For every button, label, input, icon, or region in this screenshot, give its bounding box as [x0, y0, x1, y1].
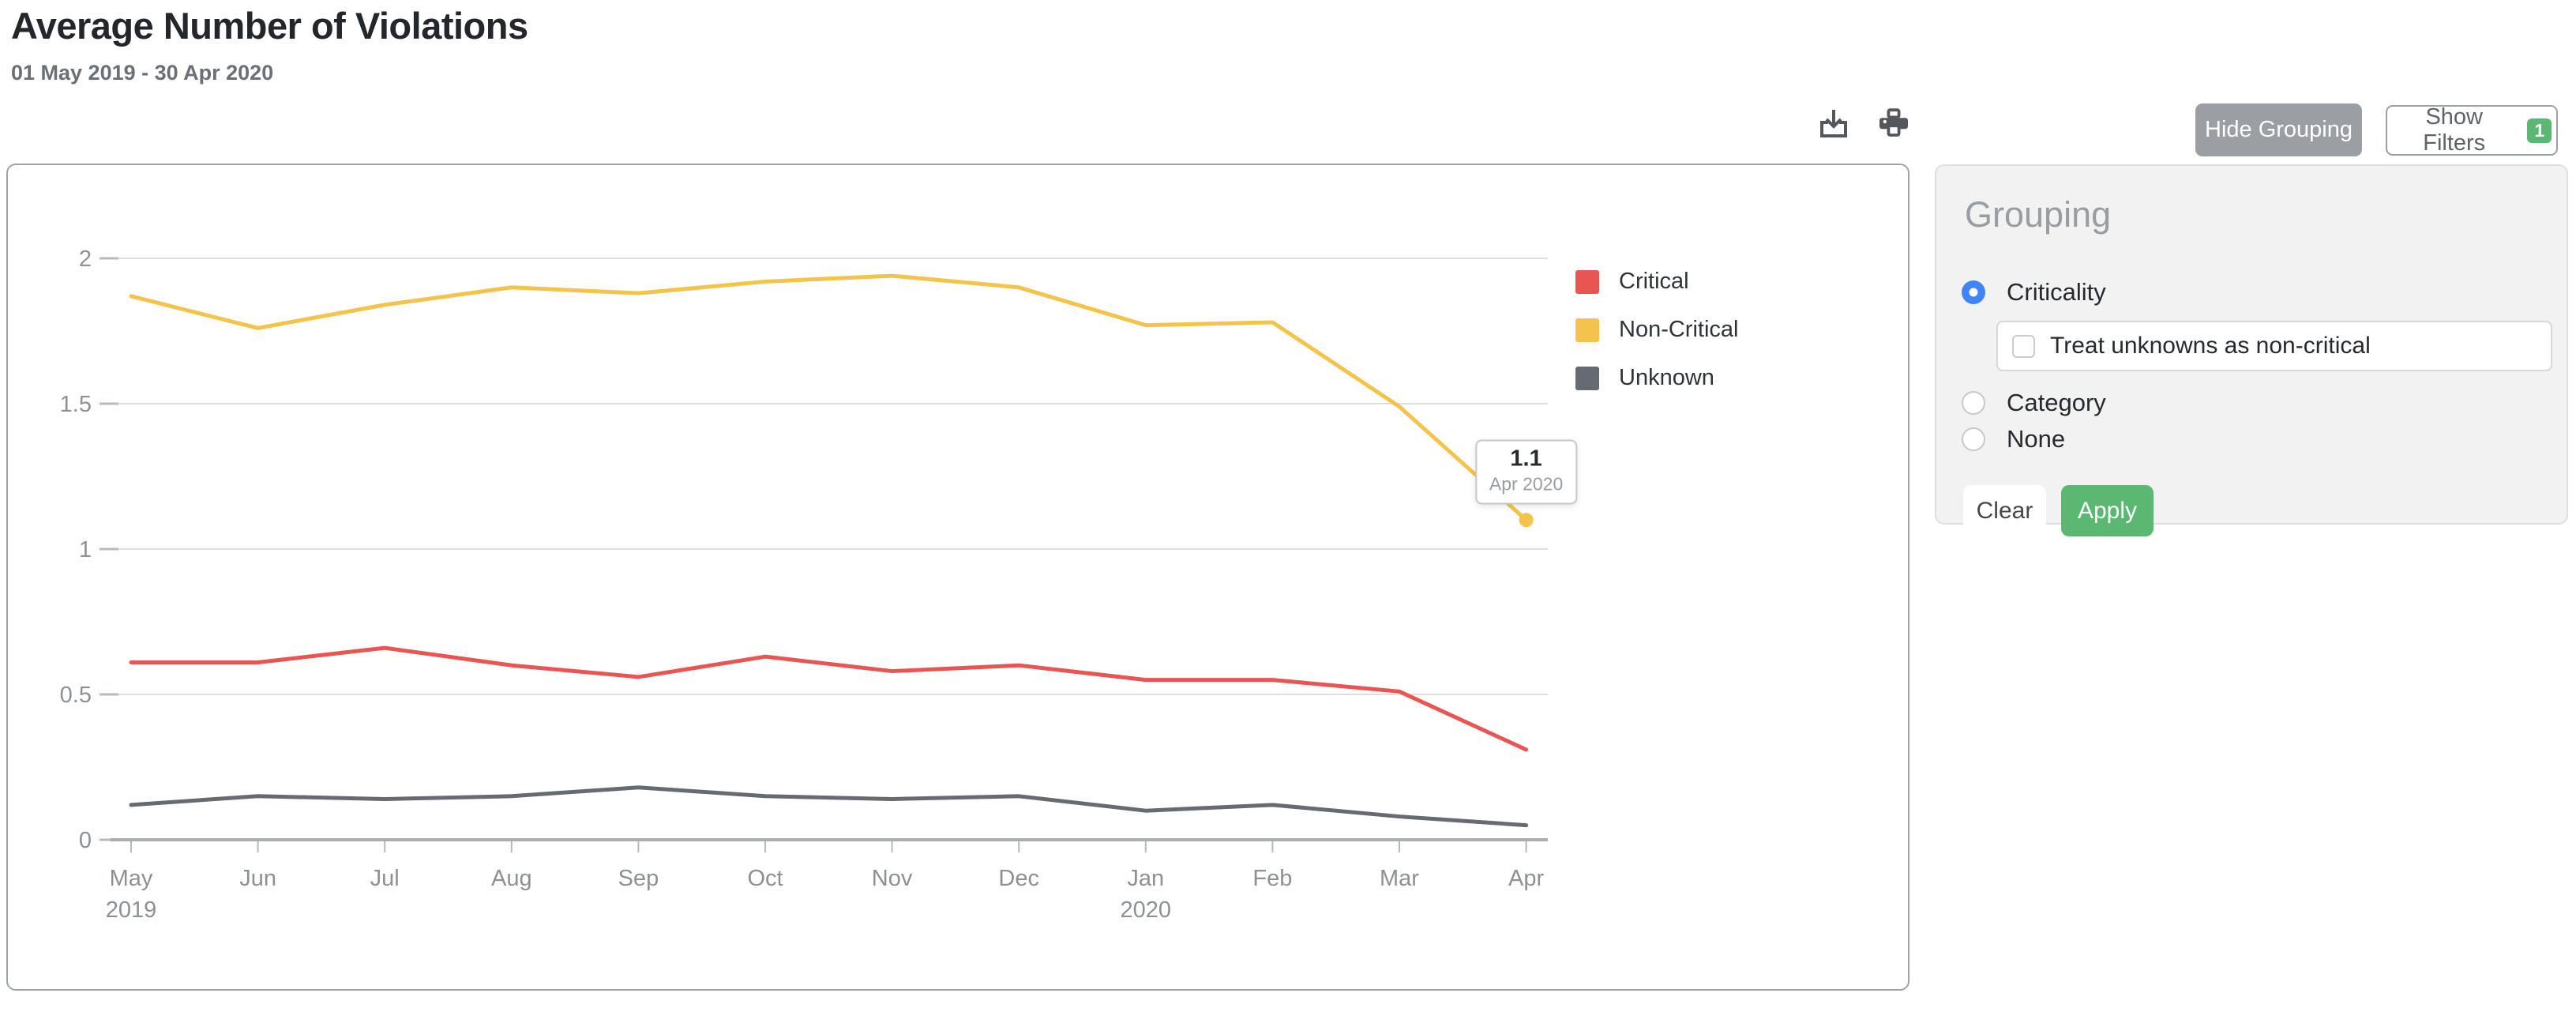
treat-unknowns-checkbox[interactable]: [2012, 334, 2035, 358]
download-button[interactable]: [1815, 106, 1853, 144]
svg-text:Sep: Sep: [618, 866, 659, 891]
svg-text:1: 1: [79, 537, 92, 562]
svg-text:Nov: Nov: [872, 866, 913, 891]
legend-item-unknown[interactable]: Unknown: [1575, 365, 1738, 391]
grouping-title: Grouping: [1965, 194, 2112, 235]
svg-text:Feb: Feb: [1252, 866, 1292, 891]
show-filters-label: Show Filters: [2423, 104, 2486, 156]
svg-text:Jan: Jan: [1127, 866, 1164, 891]
tooltip-value: 1.1: [1510, 446, 1542, 472]
svg-text:May: May: [110, 866, 153, 891]
grouping-option-none[interactable]: None: [1962, 425, 2541, 453]
legend-label: Unknown: [1619, 365, 1714, 390]
legend-item-critical[interactable]: Critical: [1575, 269, 1738, 295]
legend-label: Non-Critical: [1619, 317, 1739, 342]
clear-button[interactable]: Clear: [1963, 485, 2046, 536]
chart-legend: Critical Non-Critical Unknown: [1575, 269, 1738, 413]
treat-unknowns-box: Treat unknowns as non-critical: [1996, 321, 2552, 371]
page-header: Average Number of Violations 01 May 2019…: [11, 5, 528, 85]
grouping-panel: Grouping Criticality Treat unknowns as n…: [1935, 164, 2568, 536]
svg-text:Oct: Oct: [747, 866, 783, 891]
grouping-option-criticality[interactable]: Criticality: [1962, 278, 2541, 307]
svg-text:Jul: Jul: [370, 866, 400, 891]
legend-label: Critical: [1619, 269, 1689, 294]
hide-grouping-button[interactable]: Hide Grouping: [2195, 103, 2362, 156]
svg-text:1.5: 1.5: [60, 392, 92, 417]
critical-swatch-icon: [1575, 269, 1599, 294]
apply-button[interactable]: Apply: [2061, 485, 2154, 536]
svg-text:2: 2: [79, 246, 92, 272]
datapoint-tooltip: 1.1 Apr 2020: [1474, 439, 1578, 505]
svg-text:Dec: Dec: [998, 866, 1039, 891]
non-critical-swatch-icon: [1575, 318, 1599, 342]
download-icon: [1815, 110, 1853, 146]
svg-text:0: 0: [79, 828, 92, 853]
print-icon: [1875, 108, 1913, 146]
svg-text:Apr: Apr: [1508, 866, 1544, 891]
print-button[interactable]: [1875, 106, 1913, 144]
svg-text:0.5: 0.5: [60, 683, 92, 708]
svg-text:2019: 2019: [106, 897, 157, 923]
radio-label: Category: [2007, 389, 2106, 416]
tooltip-label: Apr 2020: [1489, 473, 1564, 495]
svg-text:Jun: Jun: [239, 866, 276, 891]
grouping-actions: Clear Apply: [1963, 485, 2541, 536]
treat-unknowns-label: Treat unknowns as non-critical: [2050, 333, 2371, 359]
radio-criticality[interactable]: [1962, 280, 1985, 304]
grouping-option-category[interactable]: Category: [1962, 389, 2541, 417]
radio-label: None: [2007, 425, 2066, 453]
date-range: 01 May 2019 - 30 Apr 2020: [11, 61, 274, 85]
filters-count-badge: 1: [2527, 118, 2552, 143]
radio-none[interactable]: [1962, 427, 1985, 451]
unknown-swatch-icon: [1575, 366, 1599, 390]
radio-category[interactable]: [1962, 391, 1985, 415]
svg-text:2020: 2020: [1121, 897, 1172, 923]
chart-panel: 0 0.5 1 1.5 2 May 2019 Jun Jul Aug Sep Oct Nov Dec Jan…: [6, 164, 1909, 991]
radio-label: Criticality: [2007, 278, 2106, 306]
svg-text:Aug: Aug: [491, 866, 532, 891]
svg-text:Mar: Mar: [1380, 866, 1419, 891]
show-filters-button[interactable]: Show Filters 1: [2386, 104, 2558, 156]
legend-item-non-critical[interactable]: Non-Critical: [1575, 317, 1738, 343]
violations-line-chart: 0 0.5 1 1.5 2 May 2019 Jun Jul Aug Sep Oct Nov Dec Jan…: [60, 246, 1548, 923]
page-title: Average Number of Violations: [11, 5, 528, 47]
